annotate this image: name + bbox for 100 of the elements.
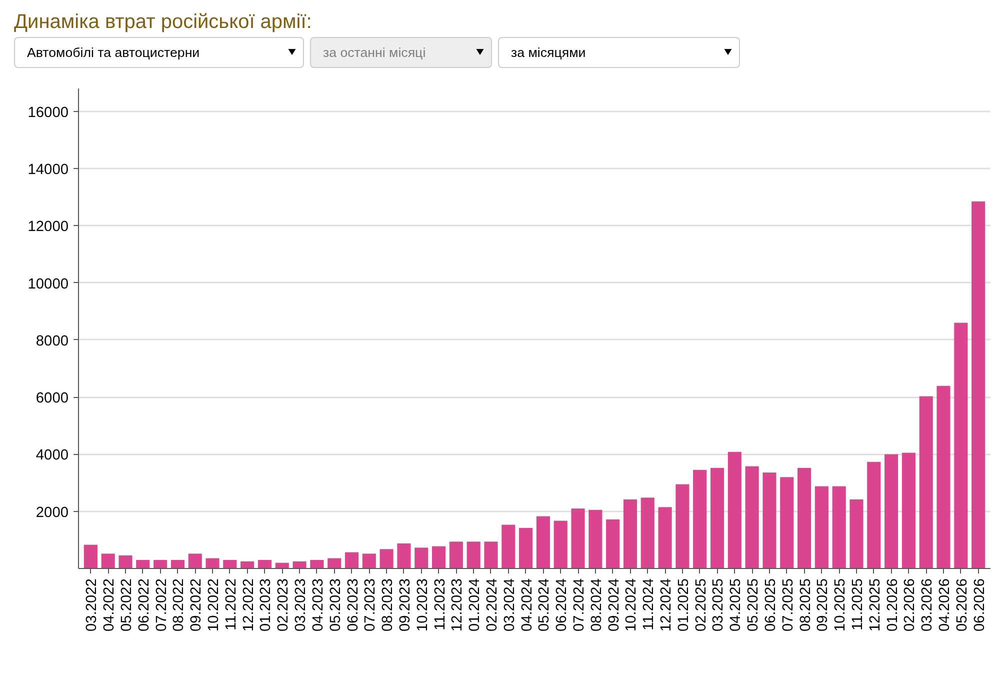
- bar: [310, 560, 324, 568]
- bar: [676, 484, 690, 568]
- x-tick-label: 04.2026: [937, 578, 954, 632]
- x-tick-label: 05.2023: [328, 578, 344, 632]
- x-tick-label: 04.2024: [519, 578, 536, 632]
- bar: [536, 516, 550, 568]
- bar: [328, 558, 342, 568]
- x-tick-label: 06.2024: [554, 578, 570, 632]
- y-tick-label: 2000: [36, 504, 69, 521]
- chart-title: Динаміка втрат російської армії:: [14, 10, 312, 35]
- bar: [867, 462, 881, 568]
- x-tick-label: 01.2025: [676, 578, 692, 632]
- x-tick-label: 06.2025: [762, 578, 779, 632]
- x-tick-label: 02.2026: [902, 578, 918, 632]
- x-tick-label: 10.2022: [206, 578, 222, 632]
- bar: [449, 541, 463, 568]
- bar: [118, 555, 132, 568]
- bar: [380, 548, 394, 568]
- text: за місяцями: [498, 36, 740, 68]
- bar: [188, 553, 202, 568]
- x-tick-label: 10.2025: [832, 578, 849, 632]
- x-tick-label: 02.2023: [276, 578, 292, 632]
- bar: [902, 452, 916, 568]
- x-tick-label: 01.2024: [467, 578, 484, 632]
- x-tick-label: 12.2023: [450, 578, 466, 632]
- x-tick-label: 04.2022: [102, 578, 118, 632]
- bar: [954, 322, 968, 568]
- x-tick-label: 01.2026: [884, 578, 901, 632]
- x-tick-label: 03.2024: [502, 578, 518, 632]
- y-tick-label: 8000: [36, 333, 69, 350]
- x-tick-label: 08.2024: [588, 578, 605, 632]
- x-tick-label: 05.2026: [954, 578, 970, 632]
- bar: [554, 520, 568, 568]
- x-tick-label: 10.2024: [624, 578, 640, 632]
- bar: [588, 510, 602, 568]
- bar: [972, 201, 986, 568]
- bar: [571, 508, 585, 568]
- bar: [832, 486, 846, 568]
- bar: [397, 543, 411, 568]
- bar: [710, 468, 724, 568]
- bar: [936, 386, 950, 568]
- x-tick-label: 03.2025: [710, 578, 727, 632]
- x-tick-label: 03.2026: [920, 578, 936, 632]
- x-tick-label: 06.2022: [136, 578, 152, 632]
- bar: [223, 560, 237, 568]
- bar: [640, 497, 654, 568]
- bar: [292, 561, 306, 568]
- bar: [658, 506, 672, 568]
- bar: [884, 454, 898, 568]
- x-tick-label: 09.2023: [397, 578, 414, 632]
- x-tick-label: 03.2022: [84, 578, 100, 632]
- x-tick-label: 11.2024: [641, 578, 658, 630]
- bar: [414, 547, 428, 568]
- x-tick-label: 08.2023: [380, 578, 396, 632]
- x-tick-label: 08.2025: [798, 578, 814, 632]
- x-tick-label: 06.2026: [972, 578, 988, 632]
- y-tick-label: 6000: [36, 390, 69, 406]
- bar: [762, 472, 776, 568]
- x-tick-label: 07.2025: [780, 578, 796, 632]
- bar: [780, 476, 794, 568]
- bar: [745, 466, 759, 568]
- bar: [84, 544, 98, 568]
- bar: [693, 470, 707, 568]
- x-tick-label: 11.2025: [850, 578, 866, 630]
- bar: [797, 468, 812, 568]
- bar: [919, 396, 933, 568]
- bar: [728, 452, 742, 568]
- x-tick-label: 05.2022: [118, 578, 135, 632]
- x-tick-label: 07.2024: [572, 578, 588, 632]
- x-tick-label: 09.2025: [815, 578, 832, 632]
- x-tick-label: 05.2025: [746, 578, 762, 632]
- bar: [206, 558, 220, 568]
- x-tick-label: 09.2022: [188, 578, 205, 632]
- text: за останні місяці: [310, 36, 492, 68]
- y-tick-label: 16000: [28, 104, 69, 121]
- bar: [814, 486, 828, 568]
- y-tick-label: 10000: [28, 276, 69, 292]
- x-tick-label: 12.2022: [240, 578, 257, 632]
- x-tick-label: 11.2023: [432, 578, 448, 630]
- x-tick-label: 01.2023: [258, 578, 274, 632]
- bar: [850, 499, 864, 568]
- x-tick-label: 04.2023: [310, 578, 326, 632]
- bar: [240, 561, 254, 568]
- bar: [484, 541, 498, 568]
- text: Автомобілі та автоцистерни: [14, 36, 304, 68]
- x-tick-label: 09.2024: [606, 578, 622, 632]
- bar: [606, 519, 620, 568]
- x-tick-label: 04.2025: [728, 578, 744, 632]
- x-tick-label: 08.2022: [171, 578, 188, 632]
- x-tick-label: 05.2024: [536, 578, 553, 632]
- bar: [466, 541, 480, 568]
- y-tick-label: 14000: [28, 162, 69, 178]
- y-tick-label: 4000: [36, 447, 69, 464]
- bar: [101, 553, 115, 568]
- bar: [344, 552, 359, 568]
- x-tick-label: 03.2023: [293, 578, 310, 632]
- x-tick-label: 07.2023: [362, 578, 379, 632]
- bar: [170, 560, 184, 568]
- bar: [258, 560, 272, 568]
- bar: [502, 524, 516, 568]
